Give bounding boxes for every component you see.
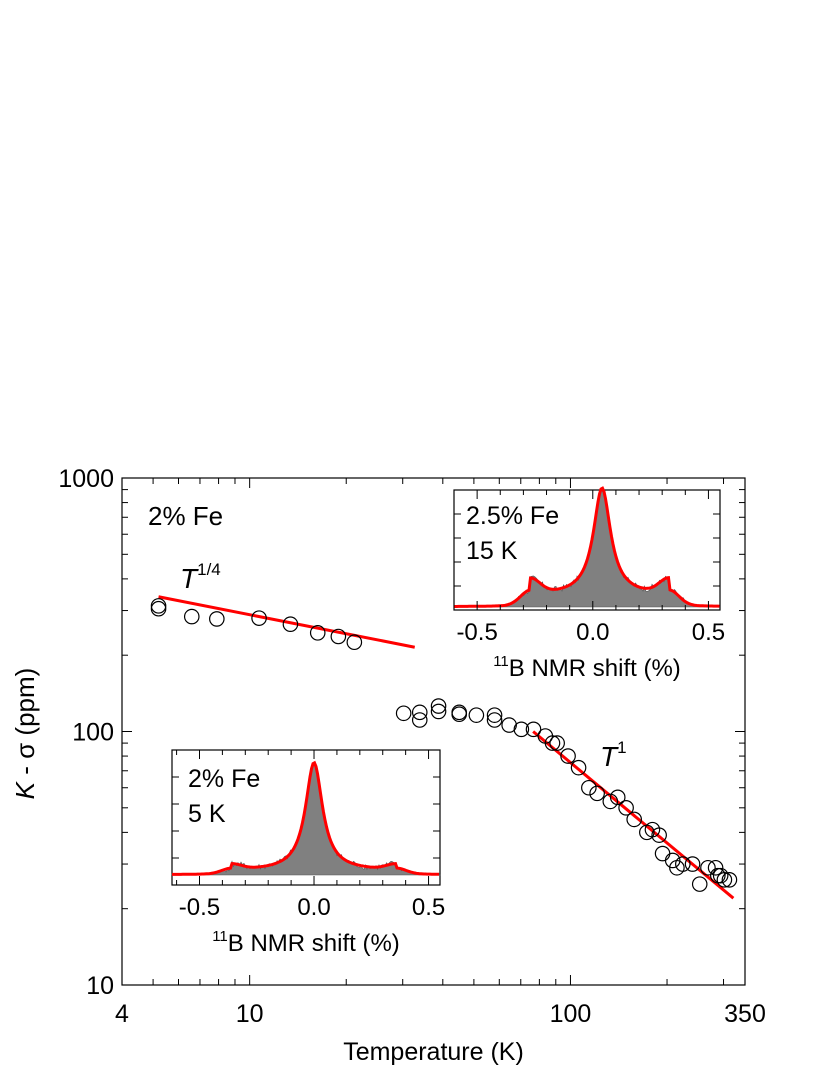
data-point — [501, 717, 517, 733]
inset-x-axis-label-sup: 11 — [493, 653, 509, 670]
data-point — [707, 859, 724, 876]
data-point — [602, 793, 619, 810]
data-point — [589, 785, 605, 802]
data-point — [581, 779, 597, 796]
fit-line-1 — [158, 595, 416, 649]
data-point — [691, 876, 708, 892]
data-point — [486, 707, 503, 723]
data-point — [251, 610, 267, 626]
inset-annotation: 2% Fe — [188, 765, 260, 793]
data-point — [150, 600, 167, 617]
fit-curve — [172, 760, 439, 876]
data-point — [684, 856, 701, 872]
data-point — [712, 867, 729, 884]
inset-x-tick-label: -0.5 — [456, 619, 497, 646]
data-point — [486, 712, 503, 728]
data-point — [330, 628, 347, 645]
inset-x-tick-label: 0.5 — [412, 894, 445, 921]
fit-line-2 — [532, 730, 735, 900]
data-point — [309, 625, 326, 641]
x-tick-label: 350 — [724, 1000, 766, 1028]
inset-annotation: 2.5% Fe — [466, 502, 559, 530]
inset-annotation: 15 K — [466, 537, 518, 565]
x-tick-label: 10 — [236, 1000, 264, 1028]
data-point — [282, 616, 299, 633]
inset-x-tick-label: 0.5 — [692, 619, 725, 646]
y-tick-label: 1000 — [58, 465, 114, 493]
data-point — [411, 712, 428, 728]
data-point — [150, 598, 167, 614]
data-point — [395, 705, 412, 722]
data-point — [346, 634, 363, 651]
x-tick-label: 4 — [115, 1000, 129, 1028]
annotation-sample: 2% Fe — [148, 501, 223, 531]
y-tick-label: 100 — [72, 719, 114, 747]
fit-curve — [454, 486, 720, 608]
x-tick-label: 100 — [550, 1000, 592, 1028]
fit-label-2: T1 — [600, 738, 627, 772]
inset-x-axis-label: 11B NMR shift (%) — [493, 653, 681, 682]
y-axis-label-rest: - σ (ppm) — [10, 668, 40, 782]
data-point — [525, 721, 542, 738]
fit-label-1-base: T — [180, 563, 199, 594]
data-point — [654, 845, 671, 862]
inset-x-axis-label: 11B NMR shift (%) — [212, 928, 400, 957]
fit-label-2-exp: 1 — [617, 738, 626, 757]
data-point — [549, 735, 565, 751]
y-tick-label: 10 — [86, 972, 114, 1000]
data-point — [664, 852, 681, 869]
data-point — [700, 859, 716, 876]
data-point — [651, 827, 667, 843]
data-point — [675, 856, 691, 872]
data-point — [411, 704, 428, 721]
inset-x-axis-label-sup: 11 — [212, 928, 228, 945]
data-point — [609, 789, 626, 806]
data-point — [513, 721, 530, 738]
y-axis-label: K - σ (ppm) — [10, 668, 40, 800]
fit-label-1: T1/4 — [180, 560, 221, 594]
data-point — [618, 800, 634, 816]
data-point — [544, 735, 561, 751]
data-point — [721, 872, 738, 888]
fit-label-1-exp: 1/4 — [197, 560, 221, 579]
data-point — [209, 611, 225, 627]
data-point — [716, 872, 733, 888]
inset-bottom-spectrum: -0.5 0.0 0.5 11B NMR shift (%) 2% Fe 5 K — [171, 749, 445, 957]
inset-top-spectrum: -0.5 0.0 0.5 11B NMR shift (%) 2.5% Fe 15 K — [453, 486, 725, 682]
y-axis-label-italic: K — [10, 780, 40, 799]
inset-x-axis-label-rest: B NMR shift (%) — [228, 930, 400, 957]
x-axis-label: Temperature (K) — [343, 1038, 524, 1066]
data-point — [570, 759, 587, 776]
data-point — [430, 703, 447, 720]
inset-x-axis-label-rest: B NMR shift (%) — [509, 655, 681, 682]
data-point — [430, 698, 447, 714]
data-point — [626, 811, 642, 828]
data-point — [183, 608, 200, 625]
inset-annotation: 5 K — [188, 800, 226, 828]
data-point — [560, 748, 576, 764]
inset-x-tick-label: 0.0 — [297, 894, 330, 921]
inset-x-tick-label: -0.5 — [179, 894, 220, 921]
data-point — [451, 706, 468, 723]
inset-x-tick-label: 0.0 — [576, 619, 609, 646]
fit-label-2-base: T — [600, 741, 619, 772]
data-point — [468, 707, 485, 723]
